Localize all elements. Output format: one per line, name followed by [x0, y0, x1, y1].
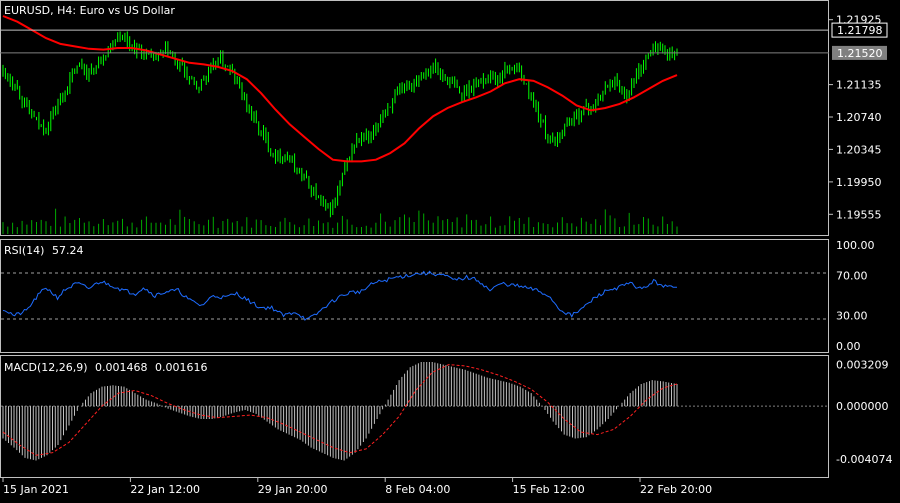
volume-series — [2, 208, 678, 234]
price-badge-high-box — [831, 22, 888, 38]
price-tick-label: 1.19555 — [836, 208, 882, 221]
rsi-line — [2, 270, 678, 321]
time-tick-label: 22 Feb 20:00 — [640, 483, 712, 496]
chart-title: EURUSD, H4: Euro vs US Dollar — [4, 4, 175, 17]
rsi-tick-label: 100.00 — [836, 239, 875, 252]
rsi-tick-label: 70.00 — [836, 269, 868, 282]
rsi-tick-label: 30.00 — [836, 310, 868, 323]
price-axis: 1.219251.211351.207401.203451.199501.195… — [829, 14, 882, 221]
rsi-axis: 100.00 70.00 30.00 0.00 — [836, 239, 875, 353]
time-tick-label: 15 Jan 2021 — [3, 483, 69, 496]
time-tick-label: 22 Jan 12:00 — [130, 483, 200, 496]
rsi-name: RSI(14) — [4, 244, 44, 257]
macd-tick-label: 0.000000 — [836, 400, 889, 413]
rsi-tick-label: 0.00 — [836, 340, 861, 353]
time-tick-label: 29 Jan 20:00 — [258, 483, 328, 496]
macd-panel-frame — [0, 355, 829, 478]
price-badge-current: 1.21520 — [837, 47, 883, 60]
macd-name: MACD(12,26,9) — [4, 361, 88, 374]
candlestick-series — [2, 31, 678, 218]
macd-histogram — [2, 362, 678, 461]
macd-signal-line — [2, 364, 678, 456]
price-tick-label: 1.19950 — [836, 176, 882, 189]
price-tick-label: 1.21135 — [836, 79, 882, 92]
price-badge-high: 1.21798 — [837, 24, 883, 37]
rsi-title: RSI(14) 57.24 — [4, 244, 83, 257]
time-axis: 15 Jan 2021 22 Jan 12:00 29 Jan 20:00 8 Feb… — [2, 478, 712, 496]
panel-frames — [0, 0, 829, 478]
moving-average-line — [2, 15, 678, 163]
macd-axis: 0.003209 0.000000 -0.004074 — [836, 359, 892, 466]
price-badges: 1.21798 1.21520 — [831, 22, 888, 60]
price-panel-frame — [0, 0, 829, 236]
price-tick-label: 1.20740 — [836, 111, 882, 124]
rsi-value: 57.24 — [52, 244, 84, 257]
macd-tick-label: 0.003209 — [836, 359, 889, 372]
price-tick-label: 1.20345 — [836, 143, 882, 156]
macd-signal-value: 0.001616 — [155, 361, 208, 374]
price-badge-current-box — [832, 45, 887, 60]
time-tick-label: 15 Feb 12:00 — [513, 483, 585, 496]
macd-main-value: 0.001468 — [95, 361, 148, 374]
rsi-panel-frame — [0, 239, 829, 353]
time-tick-label: 8 Feb 04:00 — [385, 483, 450, 496]
macd-title: MACD(12,26,9) 0.001468 0.001616 — [4, 361, 208, 374]
macd-tick-label: -0.004074 — [836, 453, 892, 466]
